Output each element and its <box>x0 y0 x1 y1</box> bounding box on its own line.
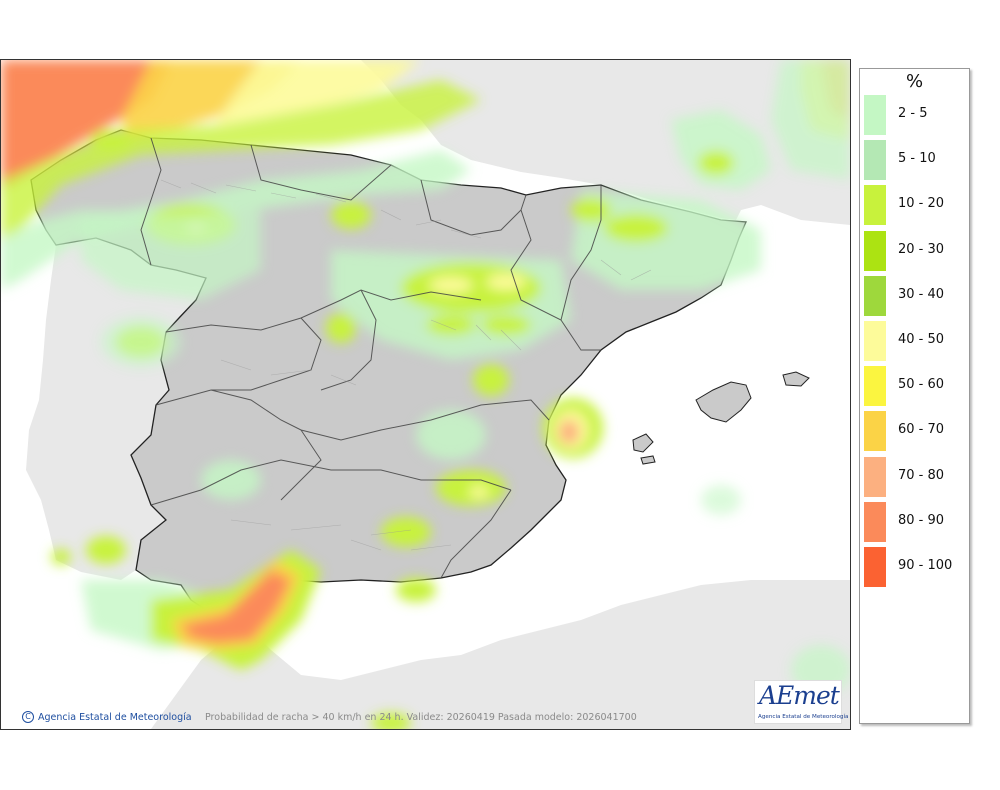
ibiza <box>632 433 654 453</box>
logo-subtitle: Agencia Estatal de Meteorología <box>758 714 849 720</box>
legend-label: 90 - 100 <box>898 558 953 573</box>
probability-fields <box>1 60 850 729</box>
legend-swatch <box>864 95 886 135</box>
legend-item: 5 - 10 <box>864 140 969 181</box>
legend-swatch <box>864 230 886 271</box>
legend-item: 90 - 100 <box>864 547 969 587</box>
legend-panel: % 2 - 5 5 - 10 10 - 20 20 - 30 30 - 40 40 - 5… <box>859 68 970 724</box>
legend-item: 70 - 80 <box>864 456 969 497</box>
legend-label: 70 - 80 <box>898 467 945 483</box>
legend-swatch <box>864 547 886 587</box>
legend-swatch <box>864 321 886 361</box>
logo-word: AEmet <box>759 681 840 710</box>
legend-label: 80 - 90 <box>898 512 945 528</box>
legend-label: 20 - 30 <box>898 241 945 257</box>
legend-swatch <box>864 140 886 181</box>
legend-item: 30 - 40 <box>864 275 969 316</box>
legend-title: % <box>905 71 924 92</box>
mallorca <box>695 381 752 423</box>
map-caption: Probabilidad de racha > 40 km/h en 24 h.… <box>205 712 637 723</box>
legend-swatch <box>864 456 886 497</box>
legend-label: 60 - 70 <box>898 422 945 438</box>
credit-line: C Agencia Estatal de Meteorología <box>22 711 192 723</box>
legend-swatch <box>864 275 886 316</box>
africa-land <box>151 580 850 729</box>
copyright-icon: C <box>22 711 34 723</box>
probability-map <box>0 59 851 730</box>
legend-item: 50 - 60 <box>864 366 969 407</box>
legend-item: 2 - 5 <box>864 95 969 135</box>
formentera <box>640 455 656 465</box>
legend-item: 20 - 30 <box>864 230 969 271</box>
legend-item: 60 - 70 <box>864 411 969 452</box>
map-canvas <box>1 60 850 729</box>
legend-label: 40 - 50 <box>898 332 945 347</box>
region-borders <box>140 137 602 579</box>
legend-item: 80 - 90 <box>864 501 969 542</box>
legend-swatch <box>864 366 886 407</box>
legend-swatch <box>864 501 886 542</box>
legend-item: 10 - 20 <box>864 185 969 226</box>
legend-swatch <box>864 411 886 452</box>
legend-label: 10 - 20 <box>898 196 945 212</box>
aemet-logo: AEmet Agencia Estatal de Meteorología <box>754 680 848 724</box>
relief-texture <box>160 179 652 551</box>
legend-label: 5 - 10 <box>898 151 936 167</box>
legend-label: 50 - 60 <box>898 377 945 393</box>
menorca <box>782 371 810 387</box>
credit-text: Agencia Estatal de Meteorología <box>38 711 192 723</box>
legend-label: 30 - 40 <box>898 286 945 302</box>
legend-label: 2 - 5 <box>898 106 928 121</box>
legend-item: 40 - 50 <box>864 321 969 361</box>
legend-swatch <box>864 185 886 226</box>
